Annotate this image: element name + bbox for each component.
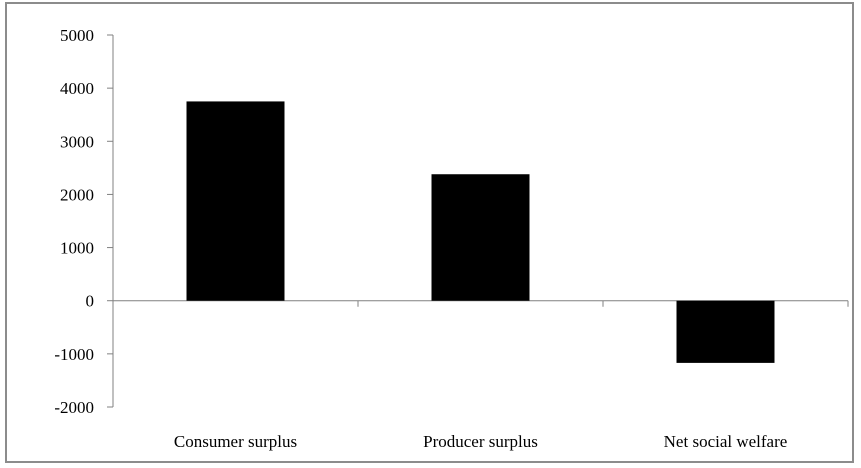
y-tick-label: 5000	[60, 26, 94, 45]
y-tick-label: 2000	[60, 185, 94, 204]
y-tick-label: 4000	[60, 79, 94, 98]
chart-area	[5, 2, 854, 463]
x-category-label: Consumer surplus	[174, 432, 297, 451]
bars	[186, 101, 775, 363]
x-category-label: Producer surplus	[423, 432, 538, 451]
y-tick-label: 1000	[60, 239, 94, 258]
bar-net-social-welfare	[676, 300, 775, 363]
bar-consumer-surplus	[186, 101, 285, 301]
y-tick-label: -2000	[54, 398, 94, 417]
bar-producer-surplus	[431, 174, 530, 301]
y-tick-label: 0	[86, 292, 95, 311]
y-axis: 5000 4000 3000 2000 1000 0 -1000 -2000	[54, 26, 114, 417]
x-category-label: Net social welfare	[664, 432, 788, 451]
y-tick-label: 3000	[60, 132, 94, 151]
y-tick-label: -1000	[54, 345, 94, 364]
